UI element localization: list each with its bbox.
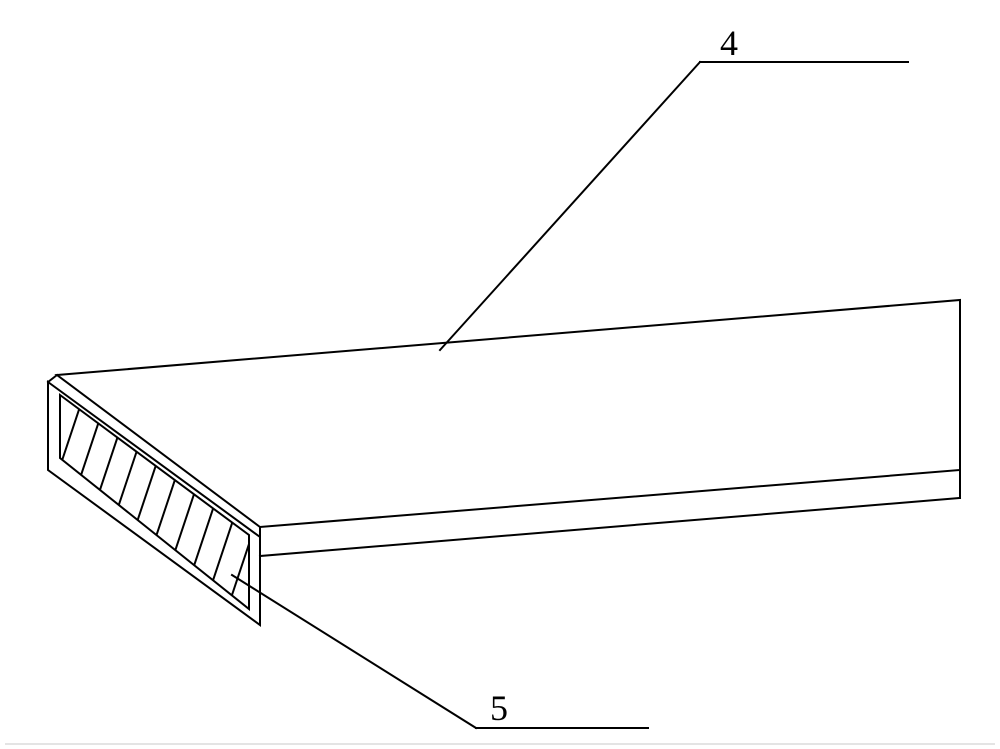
svg-text:4: 4 [720, 23, 738, 63]
diagram-svg: 45 [0, 0, 1000, 749]
svg-text:5: 5 [490, 688, 508, 728]
